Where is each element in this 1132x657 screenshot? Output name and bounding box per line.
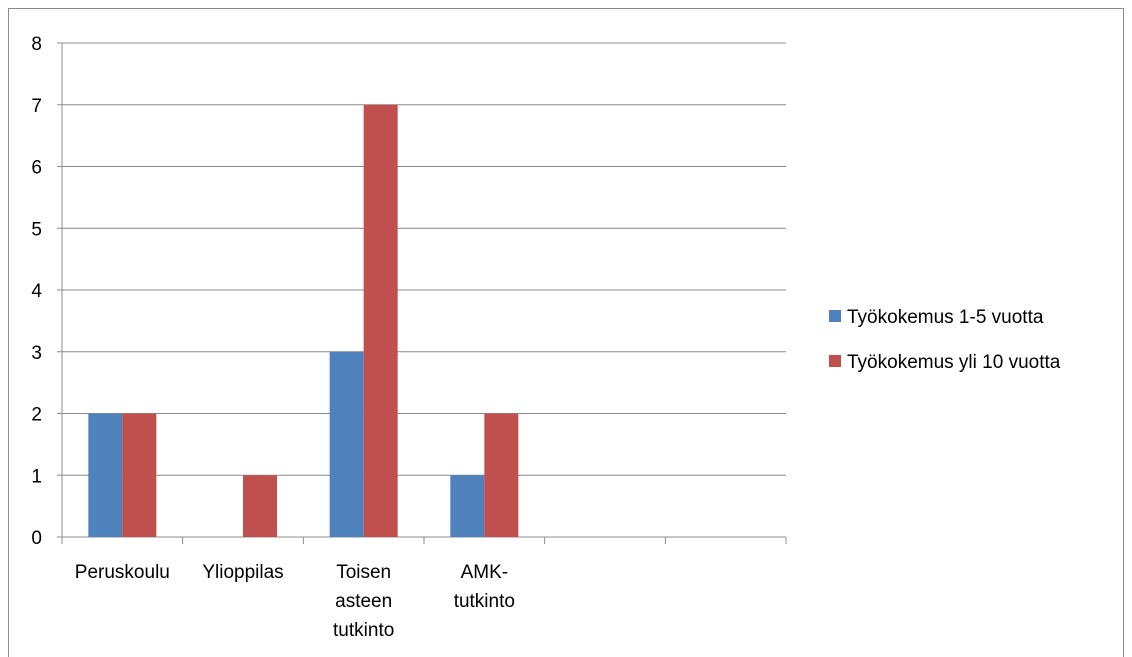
y-tick-label: 4 xyxy=(31,281,42,302)
bar-1-4 xyxy=(450,475,485,537)
y-tick-labels: 0 1 2 3 4 5 6 7 8 xyxy=(31,34,42,549)
y-tick-label: 3 xyxy=(31,343,42,364)
legend-label-1: Työkokemus 1-5 vuotta xyxy=(847,307,1044,328)
y-tick-label: 1 xyxy=(31,466,42,487)
x-category-label: AMK- xyxy=(461,562,509,583)
x-category-label: Toisen xyxy=(336,562,391,583)
legend-swatch-2 xyxy=(829,355,841,367)
bar-1-3 xyxy=(329,351,364,537)
x-category-label: tutkinto xyxy=(454,591,515,612)
x-category-label: Peruskoulu xyxy=(75,562,170,583)
bar-2-2 xyxy=(243,475,277,537)
bar-1-1 xyxy=(88,413,123,537)
y-tick-label: 5 xyxy=(31,219,42,240)
bar-2-3 xyxy=(363,104,398,537)
axes xyxy=(57,42,787,544)
y-tick-label: 8 xyxy=(31,34,42,55)
bar-2-4 xyxy=(484,413,519,537)
y-tick-label: 7 xyxy=(31,96,42,117)
legend-label-2: Työkokemus yli 10 vuotta xyxy=(847,352,1061,373)
bar-2-1 xyxy=(122,413,157,537)
x-category-label: asteen xyxy=(335,591,392,612)
gridlines xyxy=(62,42,786,476)
x-category-labels: Peruskoulu Ylioppilas Toisen asteen tutkinto… xyxy=(75,562,515,641)
legend-swatch-1 xyxy=(829,310,841,322)
chart-frame xyxy=(8,8,1124,657)
y-tick-label: 6 xyxy=(31,158,42,179)
y-tick-label: 0 xyxy=(31,528,42,549)
legend: Työkokemus 1-5 vuotta Työkokemus yli 10 v… xyxy=(829,307,1061,373)
x-category-label: tutkinto xyxy=(333,620,394,641)
bars xyxy=(88,104,519,537)
y-tick-label: 2 xyxy=(31,405,42,426)
x-category-label: Ylioppilas xyxy=(202,562,283,583)
